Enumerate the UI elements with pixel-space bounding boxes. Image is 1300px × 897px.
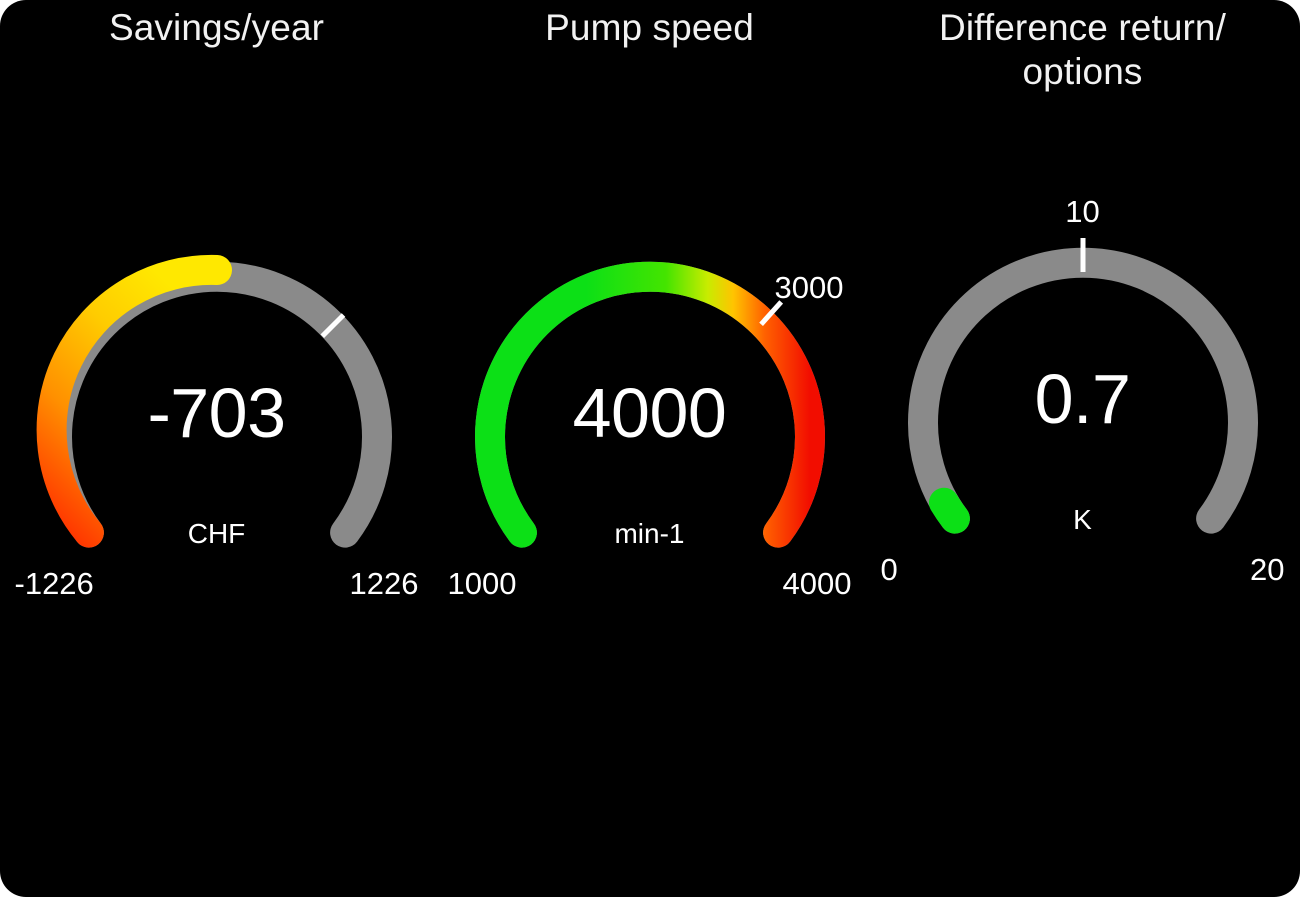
gauge-title: Savings/year bbox=[108, 7, 325, 48]
gauge-max-label: 20 bbox=[1250, 552, 1285, 587]
gauge-value: -703 bbox=[147, 374, 286, 452]
gauge-arc-svg bbox=[36, 254, 392, 548]
gauge-max-label: 1226 bbox=[349, 566, 419, 601]
gauge-min-label: 1000 bbox=[447, 566, 517, 601]
gauge-card-pump-speed[interactable]: Pump speed 3000 bbox=[433, 0, 866, 897]
gauge-unit: CHF bbox=[187, 518, 246, 549]
gauge-title: Pump speed bbox=[545, 7, 754, 48]
gauge-min-label: 0 bbox=[880, 552, 898, 587]
gauge-arc-svg bbox=[907, 238, 1258, 534]
gauge-threshold-label: 10 bbox=[1065, 194, 1100, 229]
gauge-difference-return-options[interactable]: 10 0.7 K 0 20 bbox=[881, 194, 1285, 596]
gauge-value: 4000 bbox=[572, 374, 727, 452]
gauge-savings-per-year[interactable]: -703 CHF -1226 1226 bbox=[15, 250, 419, 610]
gauge-threshold-label: 3000 bbox=[774, 270, 844, 305]
gauge-max-label: 4000 bbox=[782, 566, 852, 601]
gauge-fill bbox=[36, 254, 232, 548]
gauge-min-label: -1226 bbox=[14, 566, 94, 601]
gauge-threshold-tick bbox=[320, 313, 345, 338]
gauge-unit: K bbox=[1073, 504, 1092, 535]
gauge-value: 0.7 bbox=[1034, 360, 1131, 438]
gauge-arc-svg bbox=[474, 261, 825, 548]
gauge-fill bbox=[928, 487, 970, 534]
gauge-unit: min-1 bbox=[614, 518, 685, 549]
gauge-pump-speed[interactable]: 3000 4000 min-1 1000 4000 bbox=[448, 250, 852, 610]
gauge-title: Difference return/ options bbox=[939, 7, 1226, 92]
gauge-fill bbox=[474, 261, 825, 548]
gauge-card-difference-return-options[interactable]: Difference return/ options 10 0.7 K 0 20 bbox=[866, 0, 1299, 897]
gauge-card-savings-per-year[interactable]: Savings/year -703 CHF -1226 1226 bbox=[0, 0, 433, 897]
gauge-threshold-tick bbox=[758, 300, 783, 326]
